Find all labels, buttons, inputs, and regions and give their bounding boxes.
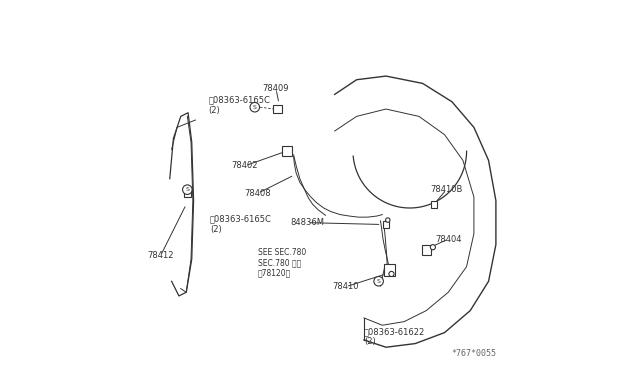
Text: Ⓢ08363-61622
(2): Ⓢ08363-61622 (2): [364, 327, 425, 346]
Text: 78409: 78409: [263, 84, 289, 93]
Circle shape: [385, 218, 390, 222]
Circle shape: [374, 276, 383, 286]
Text: SEE SEC.780
SEC.780 参照
〈78120〉: SEE SEC.780 SEC.780 参照 〈78120〉: [258, 248, 306, 278]
Text: S: S: [377, 279, 381, 284]
Text: 78408: 78408: [244, 189, 271, 198]
Text: 78402: 78402: [232, 161, 258, 170]
Text: 78410B: 78410B: [430, 185, 463, 194]
Circle shape: [430, 245, 435, 250]
Text: 78412: 78412: [147, 251, 174, 260]
Text: S: S: [186, 187, 189, 192]
Text: Ⓢ08363-6165C
(2): Ⓢ08363-6165C (2): [208, 96, 270, 115]
Text: 78410: 78410: [332, 282, 359, 291]
FancyBboxPatch shape: [431, 201, 436, 208]
FancyBboxPatch shape: [383, 221, 389, 228]
Text: *767*0055: *767*0055: [451, 349, 496, 358]
FancyBboxPatch shape: [422, 245, 431, 255]
FancyBboxPatch shape: [184, 190, 191, 197]
Circle shape: [250, 102, 260, 112]
Text: 78404: 78404: [435, 235, 461, 244]
Text: S: S: [253, 105, 257, 110]
FancyBboxPatch shape: [384, 264, 395, 276]
Circle shape: [182, 185, 192, 195]
Text: Ⓢ08363-6165C
(2): Ⓢ08363-6165C (2): [210, 215, 272, 234]
FancyBboxPatch shape: [282, 147, 292, 156]
Circle shape: [389, 272, 394, 276]
Text: 84836M: 84836M: [290, 218, 324, 227]
FancyBboxPatch shape: [273, 105, 282, 113]
